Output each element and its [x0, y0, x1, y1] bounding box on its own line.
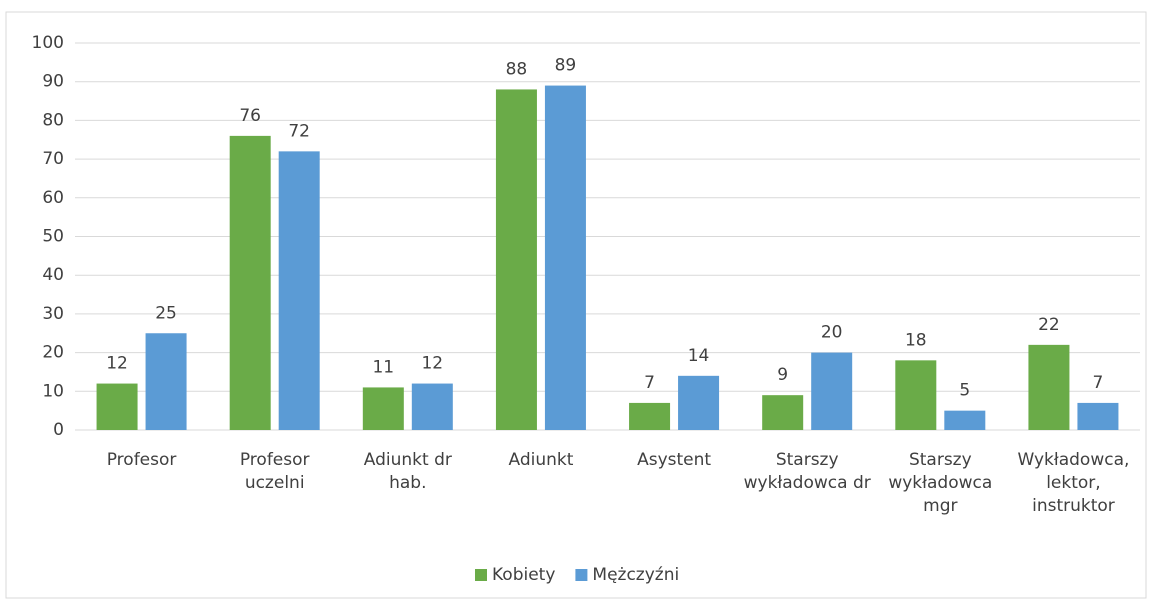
y-tick-label: 10	[42, 381, 64, 401]
x-tick-label: Starszy wykładowca dr	[743, 450, 871, 493]
bar	[629, 402, 671, 430]
bar	[495, 89, 537, 430]
legend-label: Mężczyźni	[592, 565, 679, 585]
bar	[278, 151, 320, 431]
legend-swatch	[475, 569, 487, 581]
x-tick-label: Adiunkt	[508, 450, 574, 470]
y-tick-label: 20	[42, 343, 64, 363]
x-tick-label: Asystent	[637, 450, 712, 470]
bar	[811, 352, 853, 430]
y-tick-label: 80	[42, 110, 64, 130]
data-label: 20	[821, 323, 843, 343]
y-tick-label: 30	[42, 304, 64, 324]
legend-label: Kobiety	[492, 565, 555, 585]
data-label: 14	[688, 346, 710, 366]
data-label: 12	[421, 354, 443, 374]
bar	[229, 135, 271, 430]
data-label: 7	[644, 373, 655, 393]
data-label: 18	[905, 330, 927, 350]
bar	[411, 383, 453, 430]
y-tick-label: 50	[42, 227, 64, 247]
bar	[1077, 402, 1119, 430]
bar	[762, 395, 804, 430]
data-label: 76	[239, 106, 261, 126]
y-tick-label: 40	[42, 265, 64, 285]
data-label: 9	[777, 365, 788, 385]
data-label: 5	[959, 381, 970, 401]
x-tick-label: Profesor uczelni	[239, 450, 310, 493]
bar	[145, 333, 187, 430]
y-tick-label: 0	[53, 420, 64, 440]
data-label: 12	[106, 354, 128, 374]
x-tick-label: Adiunkt dr hab.	[363, 450, 452, 493]
data-label: 89	[555, 56, 577, 76]
data-label: 72	[288, 121, 310, 141]
data-label: 11	[372, 357, 394, 377]
x-tick-label: Profesor	[106, 450, 177, 470]
x-tick-label: Wykładowca, lektor, instruktor	[1017, 450, 1130, 516]
bar	[895, 360, 937, 430]
legend-swatch	[575, 569, 588, 581]
data-label: 25	[155, 303, 177, 323]
bar	[678, 375, 720, 430]
chart-frame	[5, 11, 1147, 599]
x-tick-label: Starszy wykładowca mgr	[888, 450, 993, 516]
y-tick-label: 60	[42, 188, 64, 208]
data-label: 22	[1038, 315, 1060, 335]
bar	[1028, 344, 1070, 430]
bar	[96, 383, 138, 430]
data-label: 7	[1093, 373, 1104, 393]
y-tick-label: 100	[32, 33, 64, 53]
data-label: 88	[506, 59, 528, 79]
bar	[362, 387, 404, 430]
y-tick-label: 70	[42, 149, 64, 169]
y-tick-label: 90	[42, 72, 64, 92]
bar	[944, 410, 986, 430]
bar	[544, 85, 586, 430]
